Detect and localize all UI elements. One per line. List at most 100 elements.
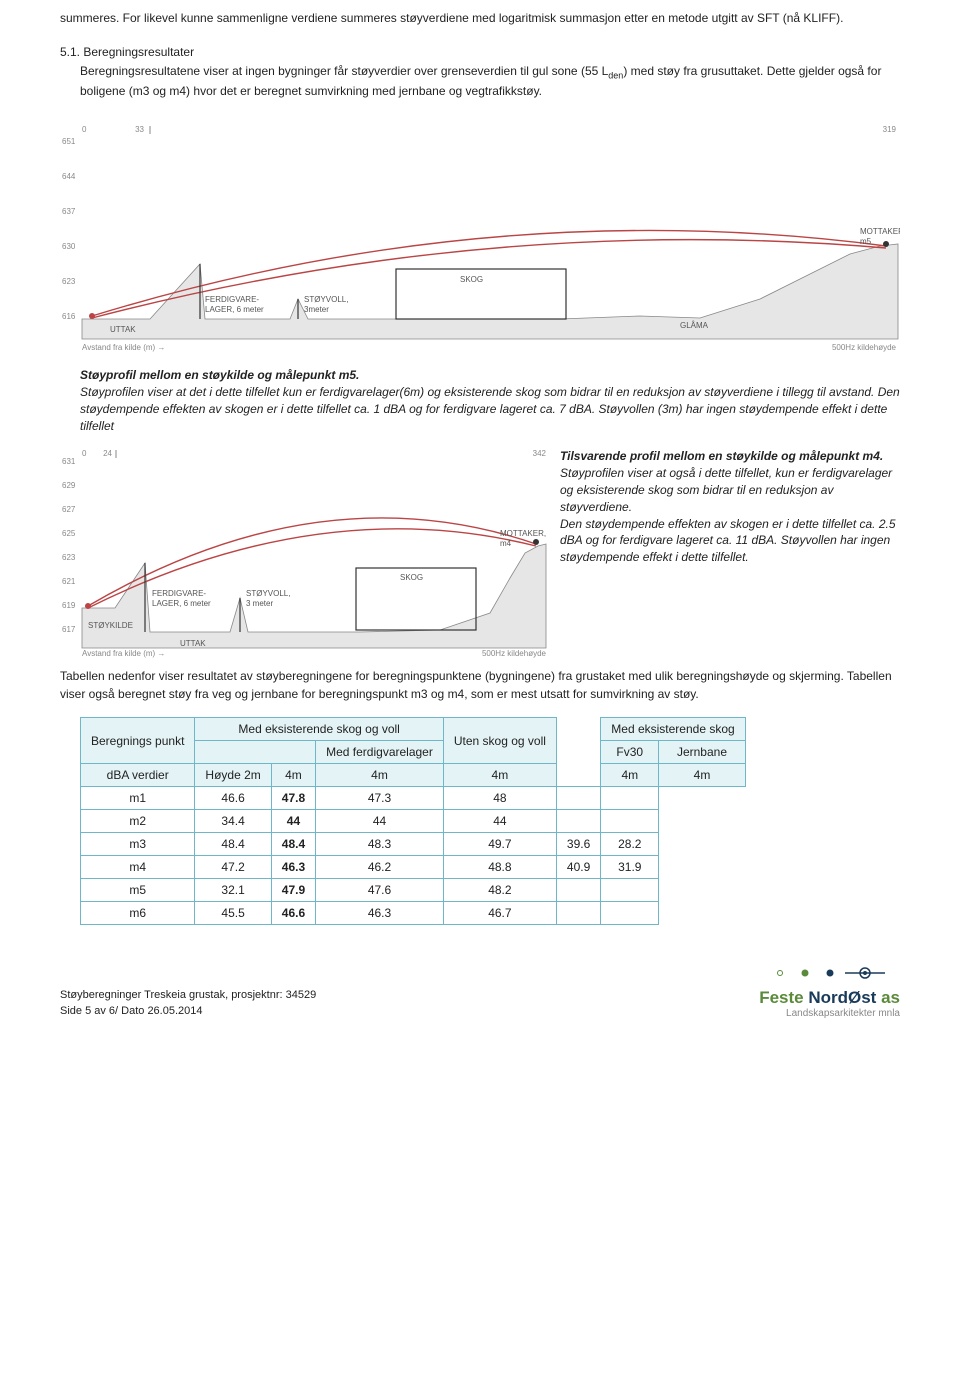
th-4m-2: 4m bbox=[316, 764, 444, 787]
table-cell: 32.1 bbox=[195, 879, 271, 902]
table-cell: m2 bbox=[81, 810, 195, 833]
svg-text:631: 631 bbox=[62, 457, 76, 466]
th-med-skog-voll: Med eksisterende skog og voll bbox=[195, 718, 443, 741]
table-row: m234.4444444 bbox=[81, 810, 746, 833]
noise-profile-chart-m4: 631 629 627 625 623 621 619 617 0 24 342… bbox=[60, 448, 550, 658]
th-4m-1: 4m bbox=[271, 764, 315, 787]
table-row: m447.246.346.248.840.931.9 bbox=[81, 856, 746, 879]
table-cell bbox=[601, 902, 659, 925]
table-cell bbox=[556, 787, 600, 810]
table-cell bbox=[601, 879, 659, 902]
chart1-caption-title: Støyprofil mellom en støykilde og målepu… bbox=[80, 368, 359, 382]
svg-text:637: 637 bbox=[62, 207, 76, 216]
table-row: m146.647.847.348 bbox=[81, 787, 746, 810]
svg-text:621: 621 bbox=[62, 577, 76, 586]
svg-text:3meter: 3meter bbox=[304, 305, 329, 314]
th-4m-5: 4m bbox=[659, 764, 745, 787]
side-caption-p1: Støyprofilen viser at også i dette tilfe… bbox=[560, 466, 892, 514]
svg-text:STØYKILDE: STØYKILDE bbox=[88, 621, 133, 630]
table-cell: 47.3 bbox=[316, 787, 444, 810]
table-cell: 49.7 bbox=[443, 833, 556, 856]
side-caption-p2: Den støydempende effekten av skogen er i… bbox=[560, 517, 896, 565]
side-caption-title: Tilsvarende profil mellom en støykilde o… bbox=[560, 449, 883, 463]
table-cell: 45.5 bbox=[195, 902, 271, 925]
svg-text:MOTTAKER,: MOTTAKER, bbox=[860, 227, 900, 236]
svg-text:MOTTAKER,: MOTTAKER, bbox=[500, 529, 546, 538]
table-cell bbox=[601, 787, 659, 810]
svg-text:m5: m5 bbox=[860, 237, 872, 246]
footer-project: Støyberegninger Treskeia grustak, prosje… bbox=[60, 988, 316, 1003]
svg-text:0: 0 bbox=[82, 449, 87, 458]
table-cell bbox=[556, 879, 600, 902]
svg-text:500Hz kildehøyde: 500Hz kildehøyde bbox=[482, 649, 547, 658]
svg-text:616: 616 bbox=[62, 312, 76, 321]
svg-text:SKOG: SKOG bbox=[460, 275, 483, 284]
chart1-caption-body: Støyprofilen viser at det i dette tilfel… bbox=[80, 385, 900, 433]
results-table: Beregnings punkt Med eksisterende skog o… bbox=[80, 717, 746, 925]
logo-subtitle: Landskapsarkitekter mnla bbox=[759, 1008, 900, 1019]
chart2-side-caption: Tilsvarende profil mellom en støykilde o… bbox=[560, 448, 900, 566]
svg-text:342: 342 bbox=[533, 449, 547, 458]
table-intro-paragraph: Tabellen nedenfor viser resultatet av st… bbox=[60, 668, 900, 703]
table-cell: 28.2 bbox=[601, 833, 659, 856]
noise-profile-chart-m5: 651 644 637 630 623 616 0 33 319 UTTAK F… bbox=[60, 124, 900, 354]
logo-nordost: NordØst bbox=[808, 988, 881, 1007]
svg-text:623: 623 bbox=[62, 277, 76, 286]
svg-text:GLÅMA: GLÅMA bbox=[680, 321, 709, 330]
svg-text:m4: m4 bbox=[500, 539, 512, 548]
footer-logo: Feste NordØst as Landskapsarkitekter mnl… bbox=[759, 965, 900, 1019]
table-row: m348.448.448.349.739.628.2 bbox=[81, 833, 746, 856]
logo-as: as bbox=[881, 988, 900, 1007]
svg-text:STØYVOLL,: STØYVOLL, bbox=[304, 295, 348, 304]
svg-text:644: 644 bbox=[62, 172, 76, 181]
th-4m-3: 4m bbox=[443, 764, 556, 787]
chart1-caption: Støyprofil mellom en støykilde og målepu… bbox=[80, 367, 900, 434]
svg-text:UTTAK: UTTAK bbox=[180, 639, 206, 648]
svg-text:FERDIGVARE-: FERDIGVARE- bbox=[152, 589, 206, 598]
page-footer: Støyberegninger Treskeia grustak, prosje… bbox=[60, 965, 900, 1019]
svg-text:LAGER, 6 meter: LAGER, 6 meter bbox=[152, 599, 211, 608]
th-uten-skog: Uten skog og voll bbox=[443, 718, 556, 764]
table-cell: 48 bbox=[443, 787, 556, 810]
th-beregningspunkt: Beregnings punkt bbox=[81, 718, 195, 764]
svg-text:500Hz kildehøyde: 500Hz kildehøyde bbox=[832, 343, 897, 352]
svg-text:0: 0 bbox=[82, 125, 87, 134]
svg-text:FERDIGVARE-: FERDIGVARE- bbox=[205, 295, 259, 304]
th-dba: dBA verdier bbox=[81, 764, 195, 787]
svg-text:33: 33 bbox=[135, 125, 144, 134]
svg-text:630: 630 bbox=[62, 242, 76, 251]
th-jernbane: Jernbane bbox=[659, 741, 745, 764]
table-cell: m5 bbox=[81, 879, 195, 902]
table-cell: 44 bbox=[443, 810, 556, 833]
svg-text:24: 24 bbox=[103, 449, 112, 458]
table-cell: 47.8 bbox=[271, 787, 315, 810]
th-h2m: Høyde 2m bbox=[195, 764, 271, 787]
table-cell: 48.8 bbox=[443, 856, 556, 879]
table-cell: 46.3 bbox=[316, 902, 444, 925]
table-cell: 44 bbox=[316, 810, 444, 833]
logo-feste: Feste bbox=[759, 988, 808, 1007]
table-cell: m4 bbox=[81, 856, 195, 879]
th-4m-4: 4m bbox=[601, 764, 659, 787]
table-row: m645.546.646.346.7 bbox=[81, 902, 746, 925]
p2-part-a: Beregningsresultatene viser at ingen byg… bbox=[80, 64, 608, 78]
table-row: m532.147.947.648.2 bbox=[81, 879, 746, 902]
table-cell bbox=[601, 810, 659, 833]
svg-text:625: 625 bbox=[62, 529, 76, 538]
svg-text:623: 623 bbox=[62, 553, 76, 562]
th-ferdigvarelager: Med ferdigvarelager bbox=[316, 741, 444, 764]
intro-paragraph-2: Beregningsresultatene viser at ingen byg… bbox=[80, 63, 900, 100]
table-cell: 46.3 bbox=[271, 856, 315, 879]
footer-page-date: Side 5 av 6/ Dato 26.05.2014 bbox=[60, 1004, 316, 1019]
table-cell: 34.4 bbox=[195, 810, 271, 833]
section-number: 5.1. Beregningsresultater bbox=[60, 45, 900, 59]
intro-paragraph-1: summeres. For likevel kunne sammenligne … bbox=[60, 10, 900, 27]
table-cell bbox=[556, 902, 600, 925]
svg-text:651: 651 bbox=[62, 137, 76, 146]
table-cell: 48.3 bbox=[316, 833, 444, 856]
table-cell: 47.6 bbox=[316, 879, 444, 902]
table-cell: 46.2 bbox=[316, 856, 444, 879]
table-cell: 31.9 bbox=[601, 856, 659, 879]
table-cell: 40.9 bbox=[556, 856, 600, 879]
table-cell bbox=[556, 810, 600, 833]
